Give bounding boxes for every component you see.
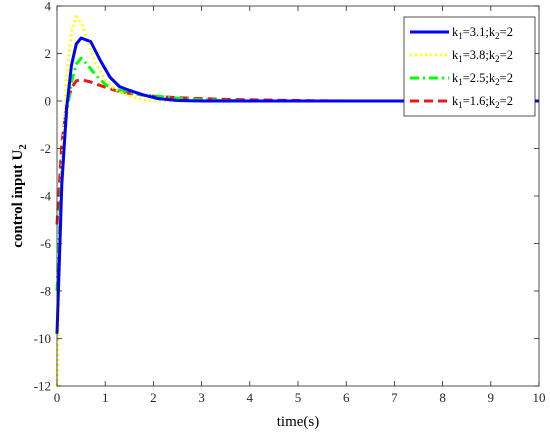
x-tick-label: 7 — [391, 390, 398, 405]
y-tick-label: -10 — [34, 331, 51, 346]
y-axis-label-main: control input U — [10, 150, 26, 248]
legend-entry-text: k — [452, 25, 459, 39]
legend-entry-text: =2 — [500, 71, 513, 85]
y-tick-label: -2 — [40, 141, 51, 156]
legend-entry-text: 2 — [495, 100, 500, 110]
legend-entry-text: 1 — [458, 54, 463, 64]
legend-entry-label: k1=3.1;k2=2 — [452, 25, 513, 41]
x-axis-label: time(s) — [277, 414, 320, 430]
legend-entry-text: =2 — [500, 48, 513, 62]
legend-entry-text: 2 — [495, 77, 500, 87]
legend-entry-text: =2 — [500, 25, 513, 39]
x-tick-label: 10 — [533, 390, 546, 405]
legend-entry-label: k1=1.6;k2=2 — [452, 94, 513, 110]
x-tick-label: 2 — [150, 390, 157, 405]
y-tick-label: 0 — [45, 94, 52, 109]
legend-entry-text: =3.1;k — [463, 25, 496, 39]
y-axis-label: control input U2 — [10, 144, 29, 248]
x-tick-label: 6 — [343, 390, 350, 405]
legend-entry-text: =2 — [500, 94, 513, 108]
legend-entry-text: 1 — [458, 31, 463, 41]
legend-entry-text: 1 — [458, 100, 463, 110]
x-tick-labels: 0 1 2 3 4 5 6 7 8 9 10 — [54, 390, 546, 405]
x-tick-label: 4 — [247, 390, 254, 405]
x-tick-label: 8 — [439, 390, 446, 405]
legend-entry-text: =3.8;k — [463, 48, 496, 62]
legend-entry-text: k — [452, 94, 459, 108]
y-tick-labels: -12 -10 -8 -6 -4 -2 0 2 4 — [34, 0, 52, 394]
legend-entry-text: 2 — [495, 31, 500, 41]
y-tick-label: -4 — [40, 189, 51, 204]
y-tick-label: -8 — [40, 284, 51, 299]
x-tick-label: 3 — [198, 390, 205, 405]
legend: k1=3.1;k2=2k1=3.8;k2=2k1=2.5;k2=2k1=1.6;… — [403, 16, 536, 117]
legend-entry-text: 1 — [458, 77, 463, 87]
y-tick-label: -12 — [34, 379, 51, 394]
x-tick-label: 5 — [295, 390, 302, 405]
x-tick-label: 9 — [488, 390, 495, 405]
legend-entry-text: 2 — [495, 54, 500, 64]
x-tick-label: 0 — [54, 390, 61, 405]
series-layer — [55, 15, 539, 387]
legend-entry-text: k — [452, 71, 459, 85]
y-tick-label: -6 — [40, 236, 51, 251]
y-tick-label: 2 — [45, 46, 52, 61]
legend-entry-text: =1.6;k — [463, 94, 496, 108]
ticks-layer — [56, 5, 540, 387]
y-tick-label: 4 — [45, 0, 52, 14]
legend-entry-text: k — [452, 48, 459, 62]
legend-entry-label: k1=2.5;k2=2 — [452, 71, 513, 87]
legend-entry-text: =2.5;k — [463, 71, 496, 85]
x-tick-label: 1 — [102, 390, 109, 405]
y-axis-label-subscript: 2 — [17, 144, 29, 150]
series-line — [55, 36, 539, 334]
legend-entry-label: k1=3.8;k2=2 — [452, 48, 513, 64]
